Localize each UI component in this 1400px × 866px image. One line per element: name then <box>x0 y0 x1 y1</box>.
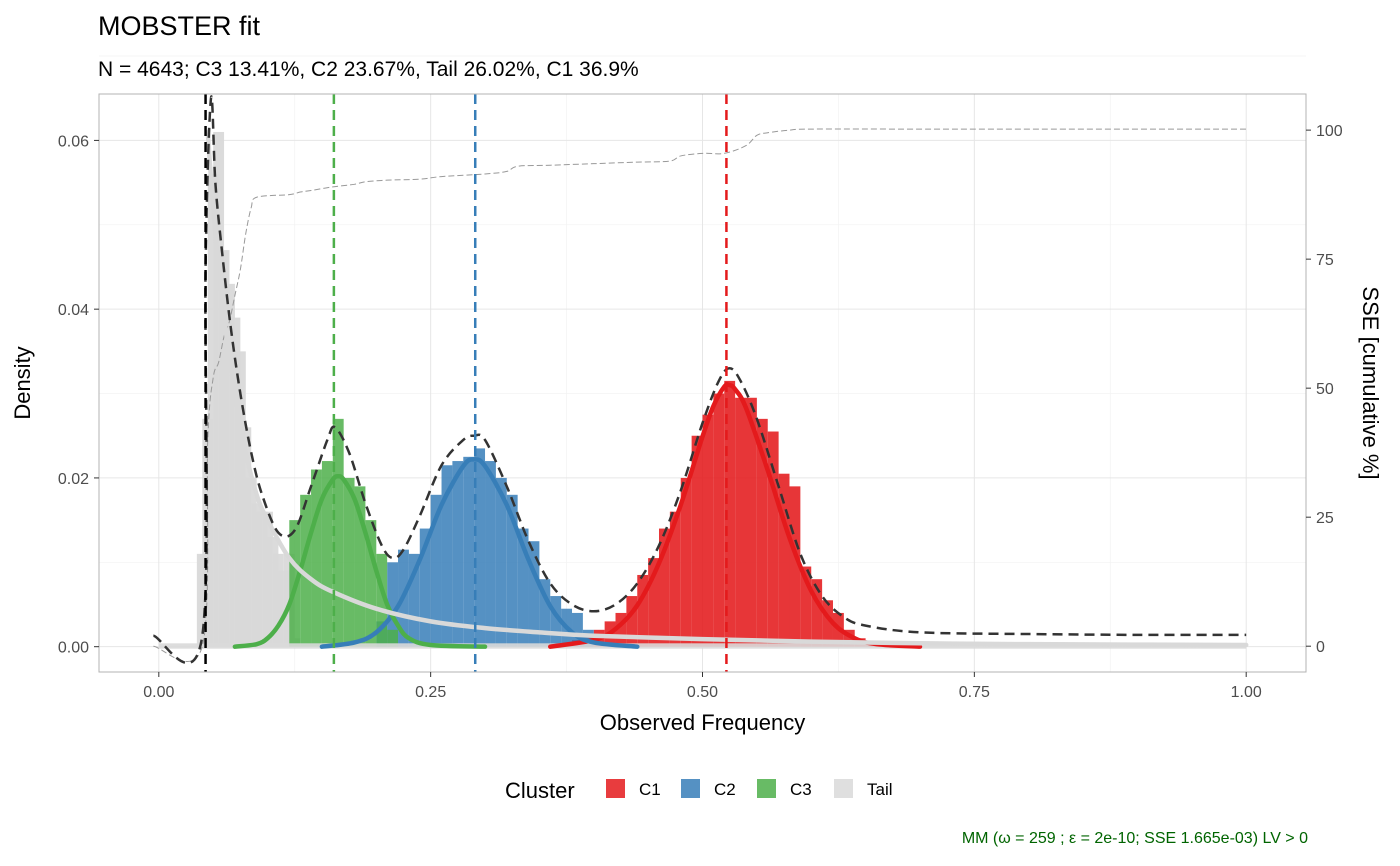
histogram-bar-c3 <box>343 477 355 647</box>
density-curve-c3 <box>232 473 488 649</box>
histogram-bar-c1 <box>778 473 790 647</box>
histogram-bar-c2 <box>452 461 464 647</box>
histogram-bar-c1 <box>756 418 768 647</box>
histogram-bar-c1 <box>659 528 670 647</box>
legend-swatch-tail <box>834 779 853 798</box>
x-tick-label: 0.25 <box>415 684 446 701</box>
legend-label-c3: C3 <box>790 780 812 799</box>
histogram-bar-c2 <box>408 553 420 647</box>
y-tick-label: 0.06 <box>58 133 89 150</box>
histogram-bar-tail <box>278 570 290 647</box>
histogram-bar-c1 <box>767 431 779 647</box>
histogram-bar-c3 <box>387 629 399 647</box>
histogram-bar-c1 <box>626 596 638 647</box>
sse-cumulative-line <box>153 128 1247 662</box>
histogram-bar-c2 <box>441 465 453 647</box>
y2-tick-label: 25 <box>1316 510 1334 527</box>
legend-swatch-c1 <box>606 779 625 798</box>
histogram-bar-c2 <box>419 528 431 647</box>
histogram-bar-c1 <box>724 380 736 647</box>
mixture-density-curve <box>152 95 1247 665</box>
density-curve-c1 <box>548 382 923 649</box>
histogram-bar-c3 <box>300 494 312 647</box>
histogram-bar-c3 <box>311 469 322 647</box>
histogram-bar-c1 <box>615 612 627 647</box>
histogram-bar-c1 <box>789 486 801 647</box>
y2-axis-title: SSE [cumulative %] <box>1358 286 1383 479</box>
histogram-bar-c3 <box>354 486 366 647</box>
legend-swatch-c3 <box>757 779 776 798</box>
histogram-bar-c1 <box>702 414 714 647</box>
histogram-bar-c2 <box>495 477 507 647</box>
histogram-bar-c2 <box>463 456 475 647</box>
x-tick-label: 0.75 <box>959 684 990 701</box>
y2-tick-label: 0 <box>1316 639 1325 656</box>
legend-swatch-c2 <box>681 779 700 798</box>
histogram-bar-c1 <box>691 435 703 647</box>
histogram-bar-c1 <box>800 566 812 647</box>
model-caption: MM (ω = 259 ; ε = 2e-10; SSE 1.665e-03) … <box>962 830 1308 847</box>
histogram-bar-c1 <box>843 629 855 647</box>
histogram-bar-c3 <box>332 418 344 647</box>
histogram-bar-c2 <box>550 596 562 647</box>
histogram-bar-c1 <box>637 574 649 647</box>
histogram-bar-c1 <box>680 477 692 647</box>
histogram-bar-c1 <box>669 511 681 647</box>
y-tick-label: 0.04 <box>58 302 89 319</box>
histogram-bar-c2 <box>474 448 486 647</box>
x-tick-label: 0.50 <box>687 684 718 701</box>
y-tick-label: 0.02 <box>58 471 89 488</box>
y2-tick-label: 75 <box>1316 252 1334 269</box>
chart-subtitle: N = 4643; C3 13.41%, C2 23.67%, Tail 26.… <box>98 58 639 81</box>
histogram-bar-c1 <box>745 397 757 647</box>
legend-label-c1: C1 <box>639 780 661 799</box>
density-curves <box>152 95 1249 665</box>
histogram-bar-c3 <box>376 553 388 647</box>
axis-ticks: 0.00 0.25 0.50 0.75 1.00 0.00 0.02 0.04 0.06 0 25 5… <box>58 123 1343 701</box>
legend-title: Cluster <box>505 778 575 803</box>
y-axis-title: Density <box>10 346 35 419</box>
histogram-bar-c2 <box>506 494 518 647</box>
histogram-bar-c1 <box>811 579 823 647</box>
legend-label-tail: Tail <box>867 780 893 799</box>
tail-baseline <box>158 643 1247 649</box>
histogram-bar-c2 <box>539 579 551 647</box>
y2-tick-label: 100 <box>1316 123 1343 140</box>
legend-label-c2: C2 <box>714 780 736 799</box>
histogram-bar-c2 <box>517 528 529 647</box>
density-curve-tail <box>205 129 1249 648</box>
legend: Cluster C1 C2 C3 Tail <box>505 778 893 803</box>
histogram-bar-c3 <box>365 520 377 647</box>
y2-tick-label: 50 <box>1316 381 1334 398</box>
histogram-bar-tail <box>234 351 246 647</box>
x-axis-title: Observed Frequency <box>600 710 805 735</box>
histogram-bar-c1 <box>648 558 660 647</box>
histogram-bar-c2 <box>387 562 399 647</box>
histogram-bar-c1 <box>713 393 725 647</box>
x-tick-label: 0.00 <box>143 684 174 701</box>
histogram-bar-c1 <box>822 600 833 647</box>
density-curve-c2 <box>319 457 640 649</box>
histogram-bar-c2 <box>572 612 583 647</box>
x-tick-label: 1.00 <box>1231 684 1262 701</box>
histogram-bar-c1 <box>735 397 746 647</box>
histogram-bar-c3 <box>321 461 333 647</box>
histogram-bar-c2 <box>582 629 594 647</box>
histogram-bar-c2 <box>485 461 496 647</box>
histogram-bar-c2 <box>430 494 442 647</box>
histogram-bars <box>158 131 1247 649</box>
y-tick-label: 0.00 <box>58 640 89 657</box>
histogram-bar-c2 <box>528 541 540 647</box>
chart-title: MOBSTER fit <box>98 11 261 41</box>
cluster-mean-lines <box>204 94 728 672</box>
